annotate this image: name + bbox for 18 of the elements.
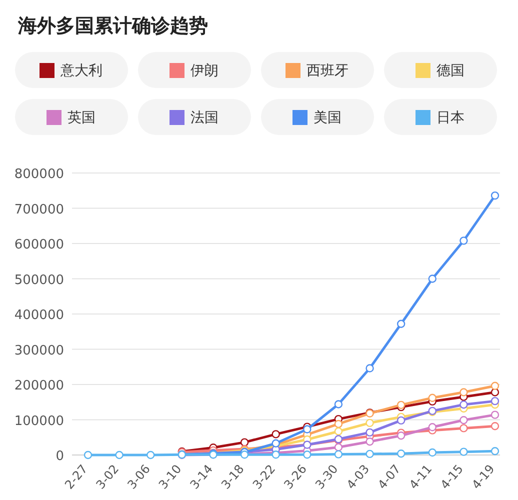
- y-tick-label: 700000: [14, 202, 64, 218]
- legend-label: 美国: [314, 110, 342, 126]
- y-tick-label: 500000: [14, 272, 64, 288]
- legend-label: 意大利: [60, 63, 102, 79]
- legend-label: 日本: [436, 110, 464, 126]
- legend-label: 西班牙: [306, 63, 348, 79]
- y-tick-label: 800000: [14, 167, 64, 182]
- y-tick-label: 100000: [14, 414, 64, 429]
- y-tick-label: 0: [56, 449, 64, 464]
- y-tick-label: 600000: [14, 238, 64, 252]
- legend-label: 德国: [436, 63, 464, 79]
- legend-label: 法国: [190, 110, 218, 126]
- legend-label: 英国: [68, 110, 96, 126]
- y-tick-label: 400000: [14, 308, 64, 323]
- chart-title: 海外多国累计确诊趋势: [17, 15, 208, 37]
- legend-label: 伊朗: [190, 63, 218, 79]
- y-tick-label: 200000: [14, 378, 64, 394]
- y-tick-label: 300000: [14, 343, 64, 358]
